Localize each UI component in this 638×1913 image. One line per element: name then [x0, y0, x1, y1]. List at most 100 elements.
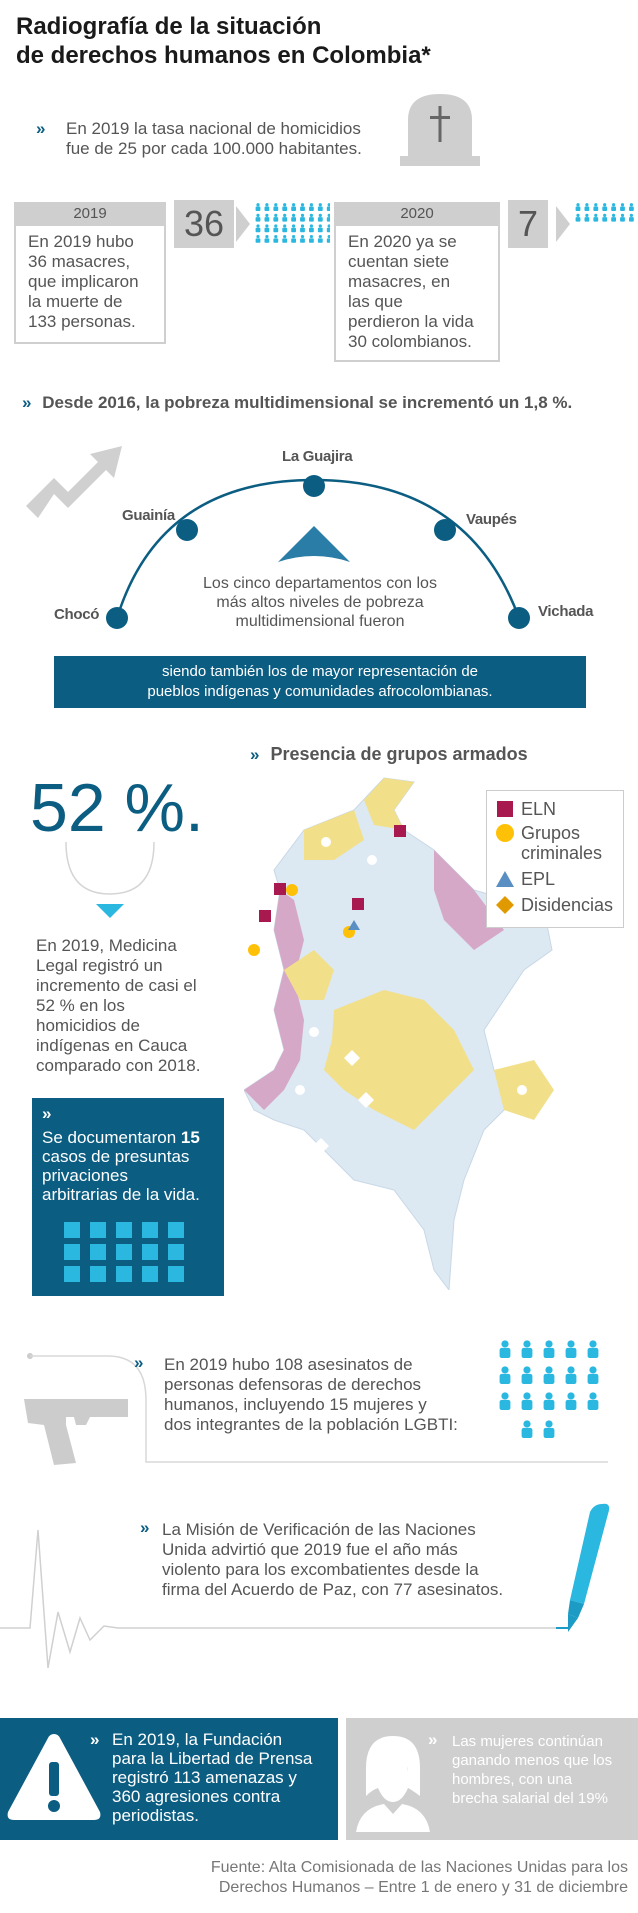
bullet-marker: » — [140, 1518, 150, 1537]
legend-mark-criminal — [248, 944, 260, 956]
poverty-headline: » Desde 2016, la pobreza multidimensiona… — [22, 393, 573, 412]
legend-mark-eln — [274, 883, 286, 895]
source-note: Fuente: Alta Comisionada de las Naciones… — [210, 1859, 628, 1896]
person-icon — [291, 213, 296, 222]
person-icon — [521, 1392, 533, 1410]
person-icon — [611, 203, 616, 211]
bullet-marker: » — [42, 1104, 52, 1123]
women-box: » Las mujeres continúan ganando menos qu… — [346, 1718, 638, 1840]
person-icon — [602, 203, 608, 211]
person-icon — [282, 213, 288, 222]
person-icon — [543, 1340, 555, 1358]
person-icon — [273, 213, 279, 222]
journalists-text: En 2019, la Fundación para la Libertad d… — [112, 1730, 313, 1825]
person-icon — [565, 1340, 577, 1358]
person-icon — [326, 213, 330, 222]
bullet-marker: » — [428, 1730, 438, 1749]
poverty-center-text: Los cinco departamentos con los más alto… — [203, 575, 437, 630]
person-icon — [521, 1366, 533, 1384]
criminal-groups-circle-icon — [496, 824, 514, 842]
person-icon — [264, 234, 270, 243]
legend-mark-criminal — [286, 884, 298, 896]
case-square — [116, 1266, 132, 1282]
case-square — [64, 1266, 80, 1282]
legend-label-epl: EPL — [521, 869, 556, 889]
map-legend: ELN Grupos criminales EPL Disidencias — [486, 790, 624, 928]
case-square — [116, 1244, 132, 1260]
dept-label-choco: Chocó — [54, 606, 100, 623]
legend-mark-eln — [352, 898, 364, 910]
person-icon — [499, 1366, 511, 1384]
person-icon — [326, 203, 330, 211]
person-icon — [291, 234, 296, 243]
trend-up-arrow-icon — [26, 446, 122, 518]
gun-line-decoration — [27, 1353, 608, 1463]
arbitrary-deaths-text: Se documentaron 15 casos de presuntas pr… — [42, 1128, 200, 1204]
person-icon — [300, 224, 305, 233]
woman-avatar-icon — [356, 1736, 430, 1832]
person-icon — [584, 213, 590, 222]
people-group-icon — [499, 1340, 599, 1438]
homicide-rate-text: En 2019 la tasa nacional de homicidios f… — [66, 119, 362, 158]
indigenous-homicide-text: En 2019, Medicina Legal registró un incr… — [36, 936, 201, 1075]
legend-mark-disidencias — [358, 1092, 374, 1108]
chevron-right-icon — [236, 206, 250, 242]
journalists-box: » En 2019, la Fundación para la Libertad… — [0, 1718, 338, 1840]
massacre-count-2019: 36 — [174, 200, 234, 248]
case-square — [142, 1244, 158, 1260]
percent-arc — [65, 841, 155, 918]
case-square — [90, 1222, 106, 1238]
handgun-icon — [24, 1399, 128, 1465]
dept-label-guainia: Guainía — [122, 507, 175, 524]
case-square — [168, 1266, 184, 1282]
case-square — [90, 1266, 106, 1282]
massacre-count-2020: 7 — [508, 200, 548, 248]
case-square — [168, 1244, 184, 1260]
person-icon — [587, 1366, 599, 1384]
arc-node-choco — [106, 607, 128, 629]
arc-node-vaupes — [434, 519, 456, 541]
people-group-icon — [575, 203, 634, 222]
person-icon — [317, 203, 323, 211]
person-icon — [264, 213, 270, 222]
case-square — [142, 1266, 158, 1282]
person-icon — [273, 234, 279, 243]
person-icon — [317, 213, 323, 222]
women-text: Las mujeres continúan ganando menos que … — [452, 1733, 613, 1807]
ekg-line-decoration — [0, 1529, 570, 1669]
defenders-text: En 2019 hubo 108 asesinatos de personas … — [164, 1355, 458, 1434]
people-group-icon — [255, 203, 330, 243]
person-icon — [499, 1392, 511, 1410]
page-title: Radiografía de la situación de derechos … — [16, 13, 431, 69]
legend-mark-disidencias — [344, 1050, 360, 1066]
person-icon — [291, 224, 296, 233]
person-icon — [282, 224, 288, 233]
legend-mark-eln — [259, 910, 271, 922]
person-icon — [300, 213, 305, 222]
arc-node-la-guajira — [303, 475, 325, 497]
year-tab-2020: 2020 — [334, 202, 500, 226]
person-icon — [543, 1366, 555, 1384]
person-icon — [587, 1340, 599, 1358]
person-icon — [565, 1366, 577, 1384]
person-icon — [629, 213, 634, 222]
cases-grid — [64, 1222, 184, 1282]
poverty-arc — [106, 475, 530, 629]
case-square — [168, 1222, 184, 1238]
person-icon — [326, 224, 330, 233]
person-icon — [575, 203, 581, 211]
person-icon — [255, 203, 261, 211]
legend-mark-eln — [394, 825, 406, 837]
person-icon — [309, 234, 314, 243]
massacres-2020-text: En 2020 ya se cuentan siete masacres, en… — [334, 226, 500, 362]
person-icon — [300, 234, 305, 243]
case-square — [142, 1222, 158, 1238]
legend-label-eln: ELN — [521, 799, 557, 819]
person-icon — [255, 213, 261, 222]
dept-label-vichada: Vichada — [538, 603, 594, 620]
bullet-marker: » — [134, 1353, 144, 1372]
person-icon — [309, 203, 314, 211]
disidencias-diamond-icon — [496, 896, 514, 914]
person-icon — [255, 234, 261, 243]
person-icon — [611, 213, 616, 222]
